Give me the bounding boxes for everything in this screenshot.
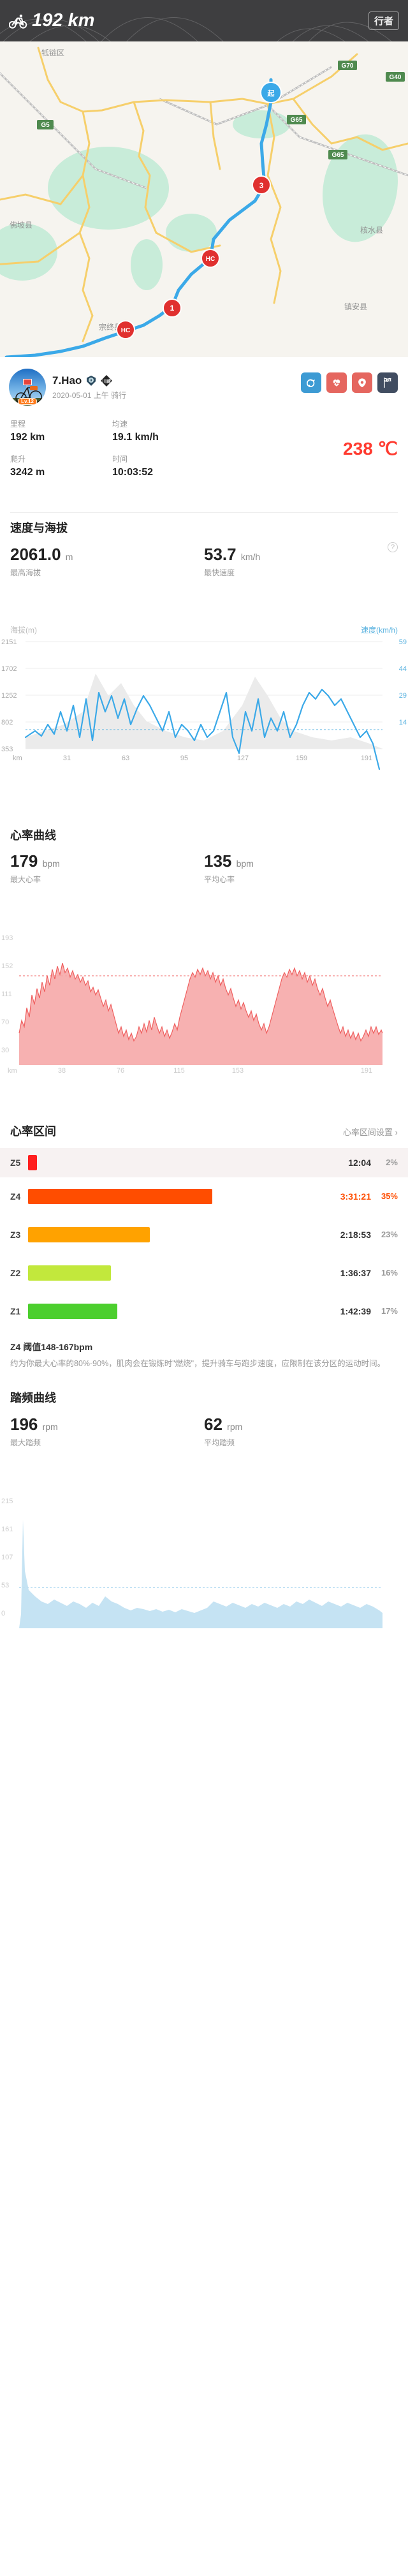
- svg-text:31: 31: [63, 754, 71, 762]
- svg-text:牴链区: 牴链区: [41, 48, 64, 57]
- svg-text:193: 193: [1, 934, 13, 942]
- svg-text:G40: G40: [390, 74, 402, 81]
- svg-text:353: 353: [1, 746, 13, 753]
- svg-text:1252: 1252: [1, 692, 17, 700]
- svg-text:HC: HC: [206, 256, 215, 263]
- svg-text:191: 191: [361, 754, 372, 762]
- svg-text:川藏: 川藏: [101, 378, 111, 384]
- svg-text:107: 107: [1, 1554, 13, 1561]
- svg-text:1702: 1702: [1, 665, 17, 673]
- svg-text:38: 38: [58, 1067, 66, 1075]
- svg-text:127: 127: [237, 754, 249, 762]
- svg-text:km: km: [8, 1067, 17, 1075]
- svg-text:161: 161: [1, 1526, 13, 1533]
- svg-text:起: 起: [267, 89, 275, 98]
- svg-text:95: 95: [180, 754, 188, 762]
- svg-text:2151: 2151: [1, 638, 17, 646]
- svg-text:km: km: [13, 754, 22, 762]
- svg-text:53: 53: [1, 1582, 9, 1589]
- svg-text:152: 152: [1, 962, 13, 970]
- svg-text:佛坡县: 佛坡县: [10, 221, 33, 230]
- svg-text:G65: G65: [332, 152, 344, 159]
- svg-text:44: 44: [399, 665, 407, 673]
- svg-text:115: 115: [173, 1067, 185, 1075]
- svg-text:3: 3: [259, 181, 264, 190]
- svg-text:153: 153: [232, 1067, 244, 1075]
- svg-text:191: 191: [361, 1067, 372, 1075]
- svg-text:镇安县: 镇安县: [344, 302, 367, 311]
- svg-text:G65: G65: [291, 117, 303, 124]
- svg-text:159: 159: [296, 754, 307, 762]
- svg-text:70: 70: [1, 1019, 9, 1026]
- svg-text:802: 802: [1, 719, 13, 726]
- svg-text:核水县: 核水县: [360, 226, 383, 235]
- svg-text:29: 29: [399, 692, 407, 700]
- svg-text:1: 1: [170, 304, 175, 313]
- svg-text:G70: G70: [342, 63, 354, 70]
- svg-text:76: 76: [117, 1067, 124, 1075]
- svg-text:215: 215: [1, 1498, 13, 1505]
- svg-text:111: 111: [1, 990, 12, 998]
- svg-text:0: 0: [1, 1610, 5, 1617]
- svg-text:59: 59: [399, 638, 407, 646]
- svg-text:HC: HC: [121, 327, 130, 334]
- svg-text:G5: G5: [41, 122, 50, 129]
- svg-text:14: 14: [399, 719, 407, 726]
- svg-text:30: 30: [1, 1047, 9, 1054]
- svg-text:63: 63: [122, 754, 129, 762]
